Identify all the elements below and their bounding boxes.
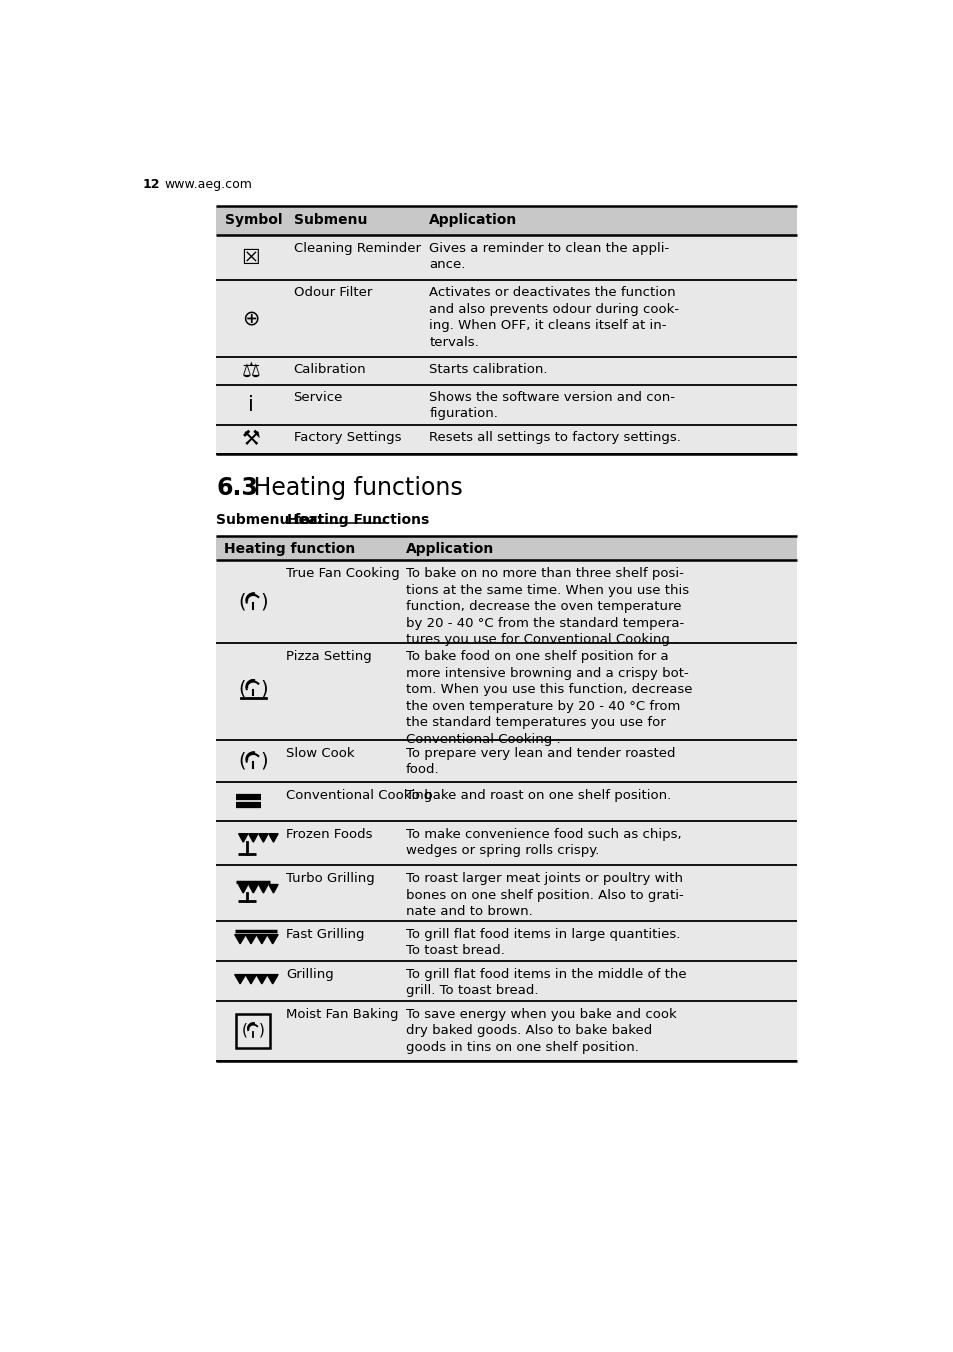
Text: (: ( (238, 592, 246, 611)
Polygon shape (256, 934, 267, 944)
Text: To grill flat food items in the middle of the
grill. To toast bread.: To grill flat food items in the middle o… (406, 968, 686, 998)
Text: Moist Fan Baking: Moist Fan Baking (286, 1007, 398, 1021)
Text: To make convenience food such as chips,
wedges or spring rolls crispy.: To make convenience food such as chips, … (406, 827, 680, 857)
Text: (: ( (242, 1022, 248, 1037)
Text: To prepare very lean and tender roasted
food.: To prepare very lean and tender roasted … (406, 746, 675, 776)
Text: Turbo Grilling: Turbo Grilling (286, 872, 375, 886)
Text: Submenu for:: Submenu for: (216, 512, 327, 526)
Bar (216, 425, 797, 454)
Text: Starts calibration.: Starts calibration. (429, 364, 547, 376)
Text: To grill flat food items in large quantities.
To toast bread.: To grill flat food items in large quanti… (406, 927, 679, 957)
Bar (236, 1014, 270, 1048)
Text: Service: Service (294, 391, 343, 404)
Text: Pizza Setting: Pizza Setting (286, 650, 372, 664)
Text: Application: Application (429, 214, 517, 227)
Polygon shape (256, 975, 267, 984)
Text: ⊕: ⊕ (242, 308, 259, 329)
Polygon shape (238, 834, 248, 842)
Bar (216, 385, 797, 425)
Text: ☒: ☒ (241, 247, 260, 268)
Text: i: i (248, 395, 253, 415)
Bar (216, 1000, 797, 1061)
Text: Heating Functions: Heating Functions (286, 512, 429, 526)
Bar (216, 781, 797, 821)
Text: 12: 12 (142, 177, 160, 191)
Polygon shape (258, 834, 268, 842)
Text: (: ( (238, 679, 246, 698)
Text: www.aeg.com: www.aeg.com (164, 177, 252, 191)
Text: True Fan Cooking: True Fan Cooking (286, 568, 399, 580)
Text: Application: Application (406, 542, 494, 556)
Text: Heating function: Heating function (224, 542, 355, 556)
Bar (216, 921, 797, 961)
Text: Gives a reminder to clean the appli-
ance.: Gives a reminder to clean the appli- anc… (429, 242, 669, 270)
Bar (216, 235, 797, 280)
Polygon shape (249, 834, 257, 842)
Text: 6.3: 6.3 (216, 476, 257, 500)
Text: ⚒: ⚒ (241, 430, 260, 449)
Text: Factory Settings: Factory Settings (294, 431, 400, 443)
Polygon shape (234, 975, 245, 984)
Text: ): ) (260, 592, 268, 611)
Text: Shows the software version and con-
figuration.: Shows the software version and con- figu… (429, 391, 675, 420)
Polygon shape (238, 884, 248, 892)
Text: Symbol: Symbol (225, 214, 283, 227)
Text: Calibration: Calibration (294, 364, 366, 376)
Bar (216, 206, 797, 235)
Polygon shape (245, 934, 256, 944)
Polygon shape (267, 934, 278, 944)
Polygon shape (234, 934, 245, 944)
Text: Resets all settings to factory settings.: Resets all settings to factory settings. (429, 431, 680, 443)
Bar (216, 280, 797, 357)
Text: Conventional Cooking: Conventional Cooking (286, 790, 432, 802)
Text: ): ) (258, 1022, 265, 1037)
Polygon shape (269, 884, 278, 892)
Text: Cleaning Reminder: Cleaning Reminder (294, 242, 420, 254)
Polygon shape (258, 884, 268, 892)
Polygon shape (269, 834, 278, 842)
Bar (216, 535, 797, 560)
Text: To bake on no more than three shelf posi-
tions at the same time. When you use t: To bake on no more than three shelf posi… (406, 568, 688, 646)
Text: To roast larger meat joints or poultry with
bones on one shelf position. Also to: To roast larger meat joints or poultry w… (406, 872, 683, 918)
Text: Frozen Foods: Frozen Foods (286, 827, 372, 841)
Text: Slow Cook: Slow Cook (286, 746, 355, 760)
Bar (216, 560, 797, 644)
Bar (216, 865, 797, 921)
Text: Submenu: Submenu (294, 214, 367, 227)
Text: Odour Filter: Odour Filter (294, 287, 372, 299)
Polygon shape (267, 975, 278, 984)
Text: ): ) (260, 679, 268, 698)
Polygon shape (249, 884, 257, 892)
Bar (216, 644, 797, 740)
Text: To bake and roast on one shelf position.: To bake and roast on one shelf position. (406, 790, 671, 802)
Text: Fast Grilling: Fast Grilling (286, 927, 364, 941)
Text: ): ) (260, 752, 268, 771)
Bar (216, 740, 797, 781)
Text: ⚖: ⚖ (241, 361, 260, 381)
Polygon shape (245, 975, 256, 984)
Text: Heating functions: Heating functions (245, 476, 462, 500)
Text: To save energy when you bake and cook
dry baked goods. Also to bake baked
goods : To save energy when you bake and cook dr… (406, 1007, 676, 1053)
Text: Activates or deactivates the function
and also prevents odour during cook-
ing. : Activates or deactivates the function an… (429, 287, 679, 349)
Text: Grilling: Grilling (286, 968, 334, 980)
Bar (216, 961, 797, 1000)
Text: (: ( (238, 752, 246, 771)
Bar (216, 821, 797, 865)
Text: To bake food on one shelf position for a
more intensive browning and a crispy bo: To bake food on one shelf position for a… (406, 650, 692, 746)
Bar (216, 357, 797, 385)
